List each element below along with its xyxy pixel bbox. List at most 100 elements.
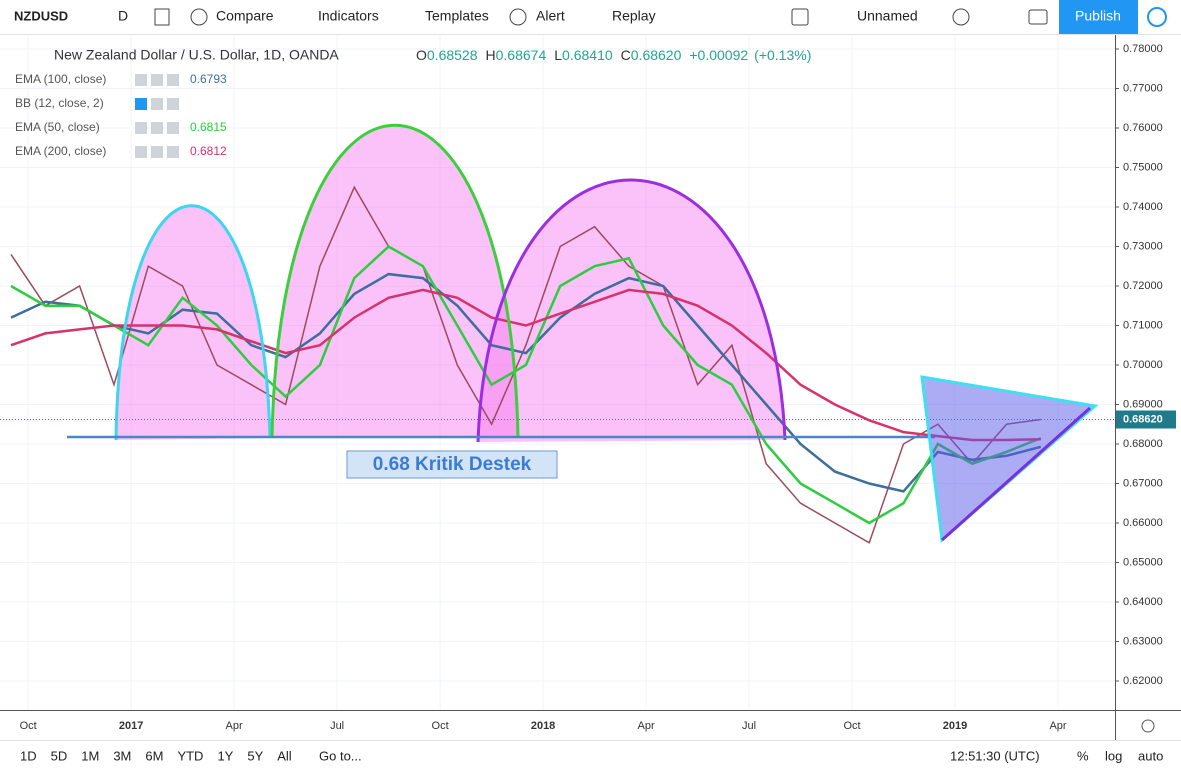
y-tick-label: 0.74000 [1123, 201, 1163, 213]
support-label: 0.68 Kritik Destek [373, 454, 532, 475]
indicator-button[interactable] [167, 98, 179, 110]
y-tick-label: 0.69000 [1123, 398, 1163, 410]
range-button[interactable]: 1D [20, 748, 37, 763]
y-tick-label: 0.72000 [1123, 280, 1163, 292]
indicator-legend: EMA (100, close) 0.6793 BB (12, close, 2) E… [15, 72, 227, 158]
indicator-value: 0.6793 [190, 72, 227, 86]
arc-fill [272, 125, 518, 438]
price-label: 0.68620 [1123, 413, 1163, 425]
series-layer: 0.68620 [0, 185, 1176, 544]
chart-layer: 0.62000 0.63000 0.64000 0.65000 0.66000 0.670… [0, 35, 1181, 740]
templates-button[interactable]: Templates [425, 8, 489, 24]
indicator-button[interactable] [151, 146, 163, 158]
arc-fill [478, 179, 785, 442]
ohlc-key: O [416, 47, 427, 63]
goto-button[interactable]: Go to... [319, 748, 362, 763]
series-line [10, 288, 1041, 442]
chart-type-icon[interactable] [154, 8, 170, 26]
indicator-button[interactable] [135, 146, 147, 158]
x-tick-label: Apr [1049, 720, 1066, 732]
layout-name[interactable]: Unnamed [857, 8, 918, 24]
purple-arc [476, 178, 787, 443]
compare-button[interactable]: Compare [216, 8, 274, 24]
auto-toggle[interactable]: auto [1138, 748, 1163, 763]
ohlc-key: L [554, 47, 562, 63]
y-tick-label: 0.65000 [1123, 556, 1163, 568]
x-tick-label: Oct [843, 720, 860, 732]
indicator-name[interactable]: EMA (50, close) [15, 120, 100, 134]
alert-button[interactable]: Alert [536, 8, 565, 24]
ohlc-key: H [486, 47, 496, 63]
range-button[interactable]: 5Y [247, 748, 263, 763]
publish-bg[interactable] [1059, 0, 1138, 34]
y-tick-label: 0.70000 [1123, 359, 1163, 371]
indicators-button[interactable]: Indicators [318, 8, 379, 24]
indicator-name[interactable]: EMA (100, close) [15, 72, 106, 86]
replay-button[interactable]: Replay [612, 8, 656, 24]
log-toggle[interactable]: log [1105, 748, 1122, 763]
series-line [10, 244, 1042, 525]
interval[interactable]: D [118, 8, 128, 24]
y-tick-label: 0.77000 [1123, 82, 1163, 94]
range-button[interactable]: 1M [81, 748, 99, 763]
clock: 12:51:30 (UTC) [950, 748, 1040, 763]
price-label-bg [1116, 410, 1176, 429]
triangle-edge [941, 406, 1091, 542]
ohlc-value: 0.68528 [427, 47, 478, 63]
y-tick-label: 0.68000 [1123, 438, 1163, 450]
indicator-button[interactable] [151, 98, 163, 110]
y-tick-label: 0.67000 [1123, 477, 1163, 489]
indicator-button[interactable] [135, 74, 147, 86]
indicator-value: 0.6815 [190, 120, 227, 134]
indicator-button[interactable] [151, 74, 163, 86]
drawings-top: 0.68 Kritik Destek [67, 124, 1099, 543]
x-tick-label: 2019 [943, 720, 967, 732]
series-line [10, 185, 1041, 544]
indicator-button[interactable] [167, 74, 179, 86]
series-title: New Zealand Dollar / U.S. Dollar, 1D, OA… [54, 47, 339, 63]
indicator-button[interactable] [151, 122, 163, 134]
axis-settings[interactable] [1141, 719, 1155, 733]
green-arc [270, 124, 520, 439]
cyan-arc [114, 204, 272, 441]
ohlc-value: 0.68410 [562, 47, 613, 63]
y-tick-label: 0.73000 [1123, 240, 1163, 252]
indicator-button[interactable] [135, 98, 147, 110]
indicator-value: 0.6812 [190, 144, 227, 158]
indicator-name[interactable]: BB (12, close, 2) [15, 96, 104, 110]
ohlc-value: 0.68674 [496, 47, 547, 63]
range-button[interactable]: 5D [51, 748, 68, 763]
toolbar-bg [0, 0, 1181, 34]
x-tick-label: Oct [432, 720, 449, 732]
range-button[interactable]: 3M [113, 748, 131, 763]
range-button[interactable]: 1Y [217, 748, 233, 763]
range-button[interactable]: 6M [145, 748, 163, 763]
indicator-name[interactable]: EMA (200, close) [15, 144, 106, 158]
ohlc-legend: O0.68528 H0.68674 L0.68410 C0.68620 +0.00092… [416, 47, 811, 63]
y-tick-label: 0.64000 [1123, 596, 1163, 608]
x-tick-label: 2017 [119, 720, 143, 732]
y-tick-label: 0.71000 [1123, 319, 1163, 331]
percent-toggle[interactable]: % [1077, 748, 1089, 763]
x-tick-label: Jul [330, 720, 344, 732]
play-button[interactable] [1147, 7, 1167, 27]
indicator-button[interactable] [167, 122, 179, 134]
x-tick-label: 2018 [531, 720, 555, 732]
indicator-button[interactable] [167, 146, 179, 158]
range-button[interactable]: YTD [177, 748, 203, 763]
fullscreen-icon[interactable] [791, 8, 809, 26]
alert-icon[interactable] [509, 8, 527, 26]
settings-icon[interactable] [952, 8, 970, 26]
range-button[interactable]: All [277, 748, 292, 763]
x-tick-label: Apr [226, 720, 243, 732]
snapshot-icon[interactable] [1028, 9, 1048, 25]
support-label-box [346, 450, 558, 479]
x-tick-label: Jul [742, 720, 756, 732]
publish-button[interactable]: Publish [1075, 8, 1121, 24]
indicator-button[interactable] [135, 122, 147, 134]
y-tick-label: 0.62000 [1123, 675, 1163, 687]
compare-icon[interactable] [190, 8, 208, 26]
symbol[interactable]: NZDUSD [14, 8, 68, 23]
range-bar: 1D 5D 1M 3M 6M YTD 1Y 5Y All [20, 748, 292, 763]
